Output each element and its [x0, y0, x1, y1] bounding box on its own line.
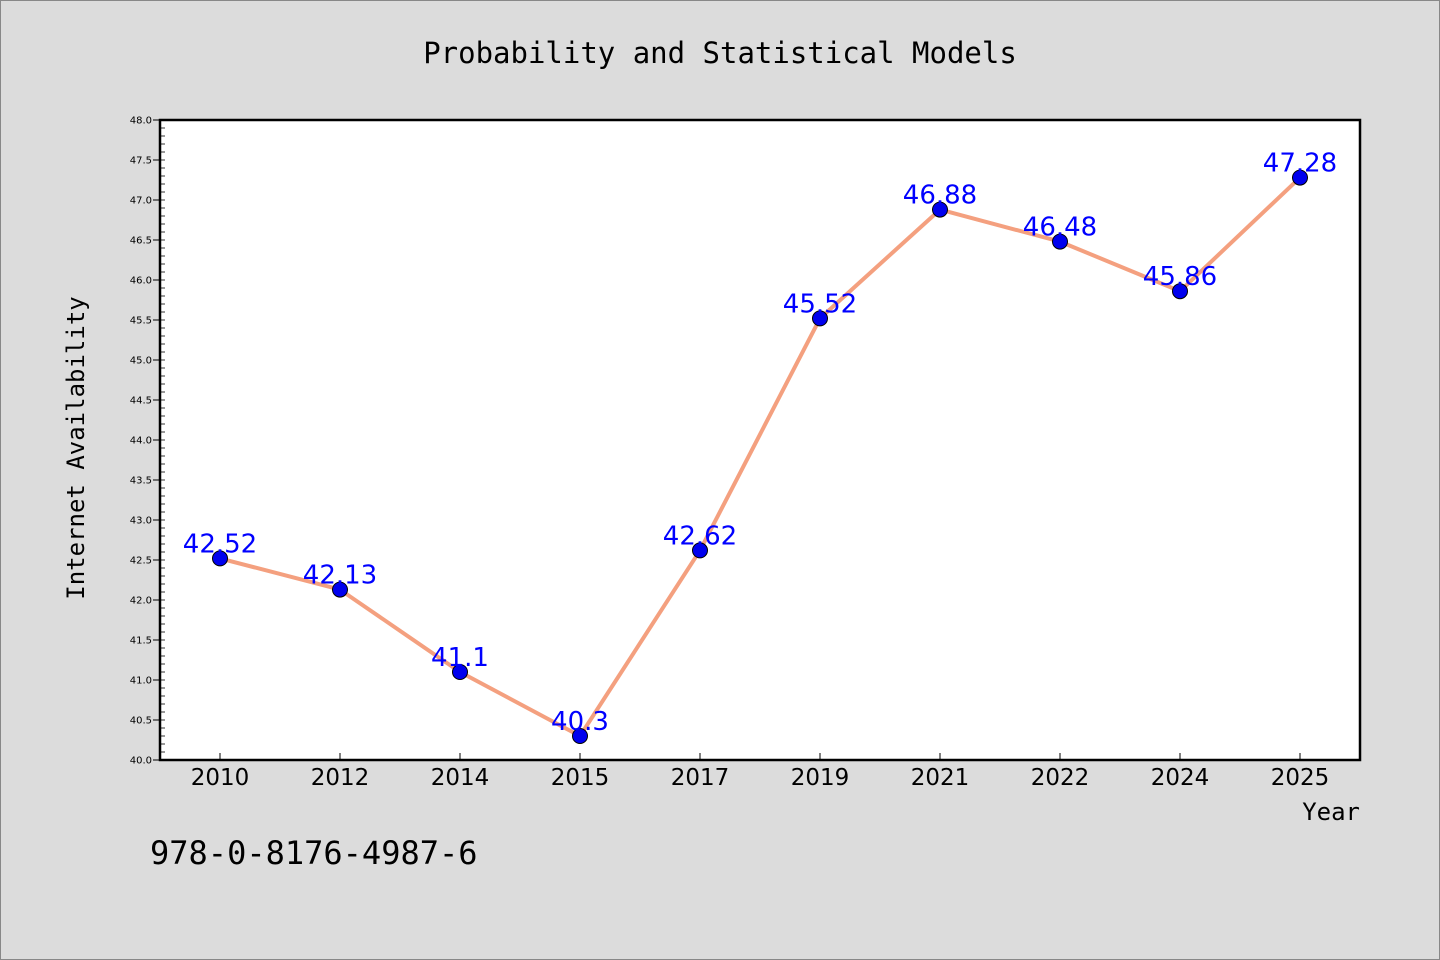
x-tick-label: 2012	[311, 765, 370, 791]
data-point	[452, 664, 468, 680]
y-tick-label: 44.5	[130, 396, 152, 407]
data-label: 40.3	[551, 707, 609, 737]
y-tick-label: 42.5	[130, 556, 152, 567]
y-tick-label: 47.0	[130, 196, 152, 207]
data-label: 42.62	[663, 521, 737, 551]
data-point	[932, 201, 948, 218]
x-tick-label: 2015	[551, 765, 610, 791]
y-tick-label: 43.0	[130, 516, 152, 527]
y-tick-label: 41.0	[130, 676, 152, 687]
x-tick-label: 2014	[431, 765, 490, 791]
footer-isbn: 978-0-8176-4987-6	[150, 834, 478, 872]
x-tick-label: 2024	[1151, 765, 1210, 791]
data-point	[692, 542, 708, 559]
data-label: 41.1	[431, 643, 489, 673]
data-point	[572, 728, 588, 744]
data-label: 42.52	[183, 529, 257, 559]
y-tick-label: 44.0	[130, 436, 152, 447]
data-label: 45.86	[1143, 262, 1217, 292]
chart-title: Probability and Statistical Models	[423, 36, 1017, 70]
data-point	[1052, 233, 1068, 250]
y-tick-label: 45.5	[130, 316, 152, 327]
x-tick-label: 2021	[911, 765, 970, 791]
data-label: 47.28	[1263, 149, 1337, 179]
y-tick-label: 46.0	[130, 276, 152, 287]
y-tick-label: 47.5	[130, 156, 152, 167]
data-point	[332, 581, 348, 598]
y-tick-label: 48.0	[130, 116, 152, 127]
data-point	[1292, 169, 1308, 186]
plot-frame	[158, 118, 1362, 762]
x-axis-label: Year	[1302, 798, 1360, 826]
x-tick-label: 2019	[791, 765, 850, 791]
y-axis-label: Internet Availability	[62, 296, 90, 599]
data-point	[1172, 283, 1188, 300]
y-tick-label: 40.0	[130, 756, 152, 767]
data-label: 45.52	[783, 289, 857, 319]
x-tick-label: 2022	[1031, 765, 1090, 791]
data-label: 46.88	[903, 181, 977, 211]
y-tick-label: 41.5	[130, 636, 152, 647]
y-tick-label: 43.5	[130, 476, 152, 487]
x-tick-label: 2017	[671, 765, 730, 791]
x-tick-label: 2025	[1271, 765, 1330, 791]
series-group: 42.52 42.13 41.1 40.3 42.62 45.52 46.88 46.48 45…	[183, 149, 1337, 744]
y-tick-label: 40.5	[130, 716, 152, 727]
data-point	[212, 550, 228, 567]
y-tick-label: 42.0	[130, 596, 152, 607]
x-tick-label: 2010	[191, 765, 250, 791]
plot-area	[160, 120, 1360, 760]
data-label: 42.13	[303, 561, 377, 591]
y-tick-label: 45.0	[130, 356, 152, 367]
series-line	[219, 176, 1302, 738]
data-label: 46.48	[1023, 213, 1097, 243]
data-point	[812, 310, 828, 327]
x-axis: 2010 2012 2014 2015 2017 2019 2021 2022 2024 2025	[191, 753, 1330, 791]
y-tick-label: 46.5	[130, 236, 152, 247]
y-axis: 40.0 40.5 41.0 41.5 42.0 42.5 43.0 43.5 44.0 44.5…	[130, 116, 165, 767]
